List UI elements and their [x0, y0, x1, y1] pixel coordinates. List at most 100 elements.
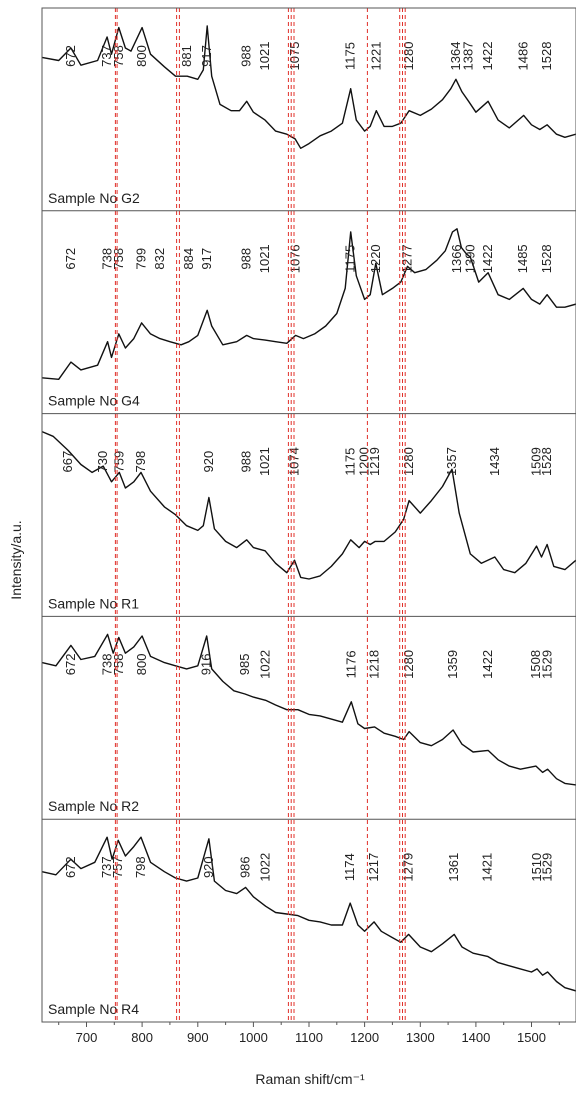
sample-name-label: Sample No R2 [48, 798, 139, 814]
peak-label: 1218 [367, 650, 382, 679]
peak-label: 758 [111, 654, 126, 676]
peak-label: 1366 [449, 244, 464, 273]
peak-label: 1021 [257, 447, 272, 476]
sample-name-label: Sample No R4 [48, 1001, 139, 1017]
peak-label: 1510 [529, 853, 544, 882]
peak-label: 1279 [401, 853, 416, 882]
peak-label: 1221 [368, 42, 383, 71]
peak-label: 1421 [480, 853, 495, 882]
peak-label: 1486 [516, 42, 531, 71]
reference-lines [114, 8, 406, 1022]
peak-label: 757 [110, 856, 125, 878]
peak-label: 759 [111, 451, 126, 473]
peak-label: 1364 [448, 42, 463, 71]
x-axis-label: Raman shift/cm⁻¹ [255, 1071, 365, 1087]
peak-label: 737 [99, 856, 114, 878]
peak-label: 738 [100, 248, 115, 270]
peak-label: 1359 [445, 650, 460, 679]
peak-label: 758 [111, 248, 126, 270]
peak-label: 1280 [401, 650, 416, 679]
peak-label: 1434 [487, 447, 502, 476]
peak-label: 1528 [539, 447, 554, 476]
peak-label: 1074 [287, 447, 302, 476]
peak-label: 884 [181, 248, 196, 270]
peak-label: 832 [152, 248, 167, 270]
x-tick-label: 1400 [461, 1030, 490, 1045]
peak-label: 1485 [515, 244, 530, 273]
peak-label: 1219 [367, 447, 382, 476]
peak-label: 1022 [258, 853, 273, 882]
peak-label: 1529 [540, 853, 555, 882]
peak-label: 920 [201, 451, 216, 473]
peak-label: 758 [111, 45, 126, 67]
peak-label: 1022 [258, 650, 273, 679]
peak-label: 986 [238, 856, 253, 878]
peak-label: 1175 [343, 245, 358, 273]
peak-label: 916 [199, 654, 214, 676]
peak-label: 917 [199, 45, 214, 67]
x-tick-label: 800 [131, 1030, 153, 1045]
peak-label: 1509 [529, 447, 544, 476]
peak-label: 1021 [257, 244, 272, 273]
peak-label: 1076 [288, 244, 303, 273]
x-tick-label: 1000 [239, 1030, 268, 1045]
peak-label: 1280 [401, 447, 416, 476]
peak-label: 1422 [480, 244, 495, 273]
peak-label: 1174 [342, 853, 357, 881]
peak-label: 1217 [366, 853, 381, 882]
peak-label: 730 [95, 451, 110, 473]
x-tick-label: 1300 [406, 1030, 435, 1045]
spectrum-line [41, 430, 576, 580]
peak-label: 1422 [480, 42, 495, 71]
peak-label: 988 [239, 45, 254, 67]
peak-label: 667 [60, 451, 75, 473]
spectrum-line [41, 228, 576, 380]
panel-3: Sample No R1 667 730 759 798 920 988 1021 1074 11… [41, 430, 576, 611]
spectrum-line [41, 25, 576, 149]
peak-label: 1277 [400, 244, 415, 273]
peak-label: 1357 [444, 447, 459, 476]
peak-label: 799 [134, 248, 149, 270]
peak-label: 881 [179, 45, 194, 67]
peak-label: 988 [239, 451, 254, 473]
x-tick-label: 700 [76, 1030, 98, 1045]
x-tick-label: 900 [187, 1030, 209, 1045]
peak-label: 672 [63, 654, 78, 676]
x-tick-label: 1200 [350, 1030, 379, 1045]
peak-label: 1175 [343, 448, 358, 476]
peak-label: 1529 [540, 650, 555, 679]
peak-label: 1422 [480, 650, 495, 679]
peak-label: 1176 [343, 650, 358, 678]
peak-label: 800 [134, 654, 149, 676]
x-tick-label: 1100 [295, 1030, 323, 1045]
peak-label: 1280 [401, 42, 416, 71]
peak-label: 920 [201, 856, 216, 878]
peak-label: 1508 [528, 650, 543, 679]
peak-label: 798 [133, 856, 148, 878]
spectrum-line [41, 836, 576, 992]
y-axis-label: Intensity/a.u. [8, 520, 24, 599]
peak-label: 985 [237, 654, 252, 676]
peak-label: 672 [63, 45, 78, 67]
sample-name-label: Sample No G2 [48, 190, 140, 206]
sample-name-label: Sample No G4 [48, 393, 140, 409]
peak-label: 738 [100, 654, 115, 676]
peak-label: 1528 [539, 42, 554, 71]
peak-label: 1175 [343, 42, 358, 70]
peak-label: 798 [133, 451, 148, 473]
x-axis: 700 800 900 1000 1100 1200 1300 1400 1500 [58, 1022, 560, 1045]
peak-label: 1021 [257, 42, 272, 71]
peak-label: 1387 [461, 42, 476, 71]
peak-label: 1528 [539, 244, 554, 273]
peak-label: 672 [63, 248, 78, 270]
x-tick-label: 1500 [517, 1030, 546, 1045]
peak-label: 1361 [446, 853, 461, 882]
peak-label: 800 [134, 45, 149, 67]
peak-label: 1200 [357, 447, 372, 476]
peak-label: 988 [239, 248, 254, 270]
